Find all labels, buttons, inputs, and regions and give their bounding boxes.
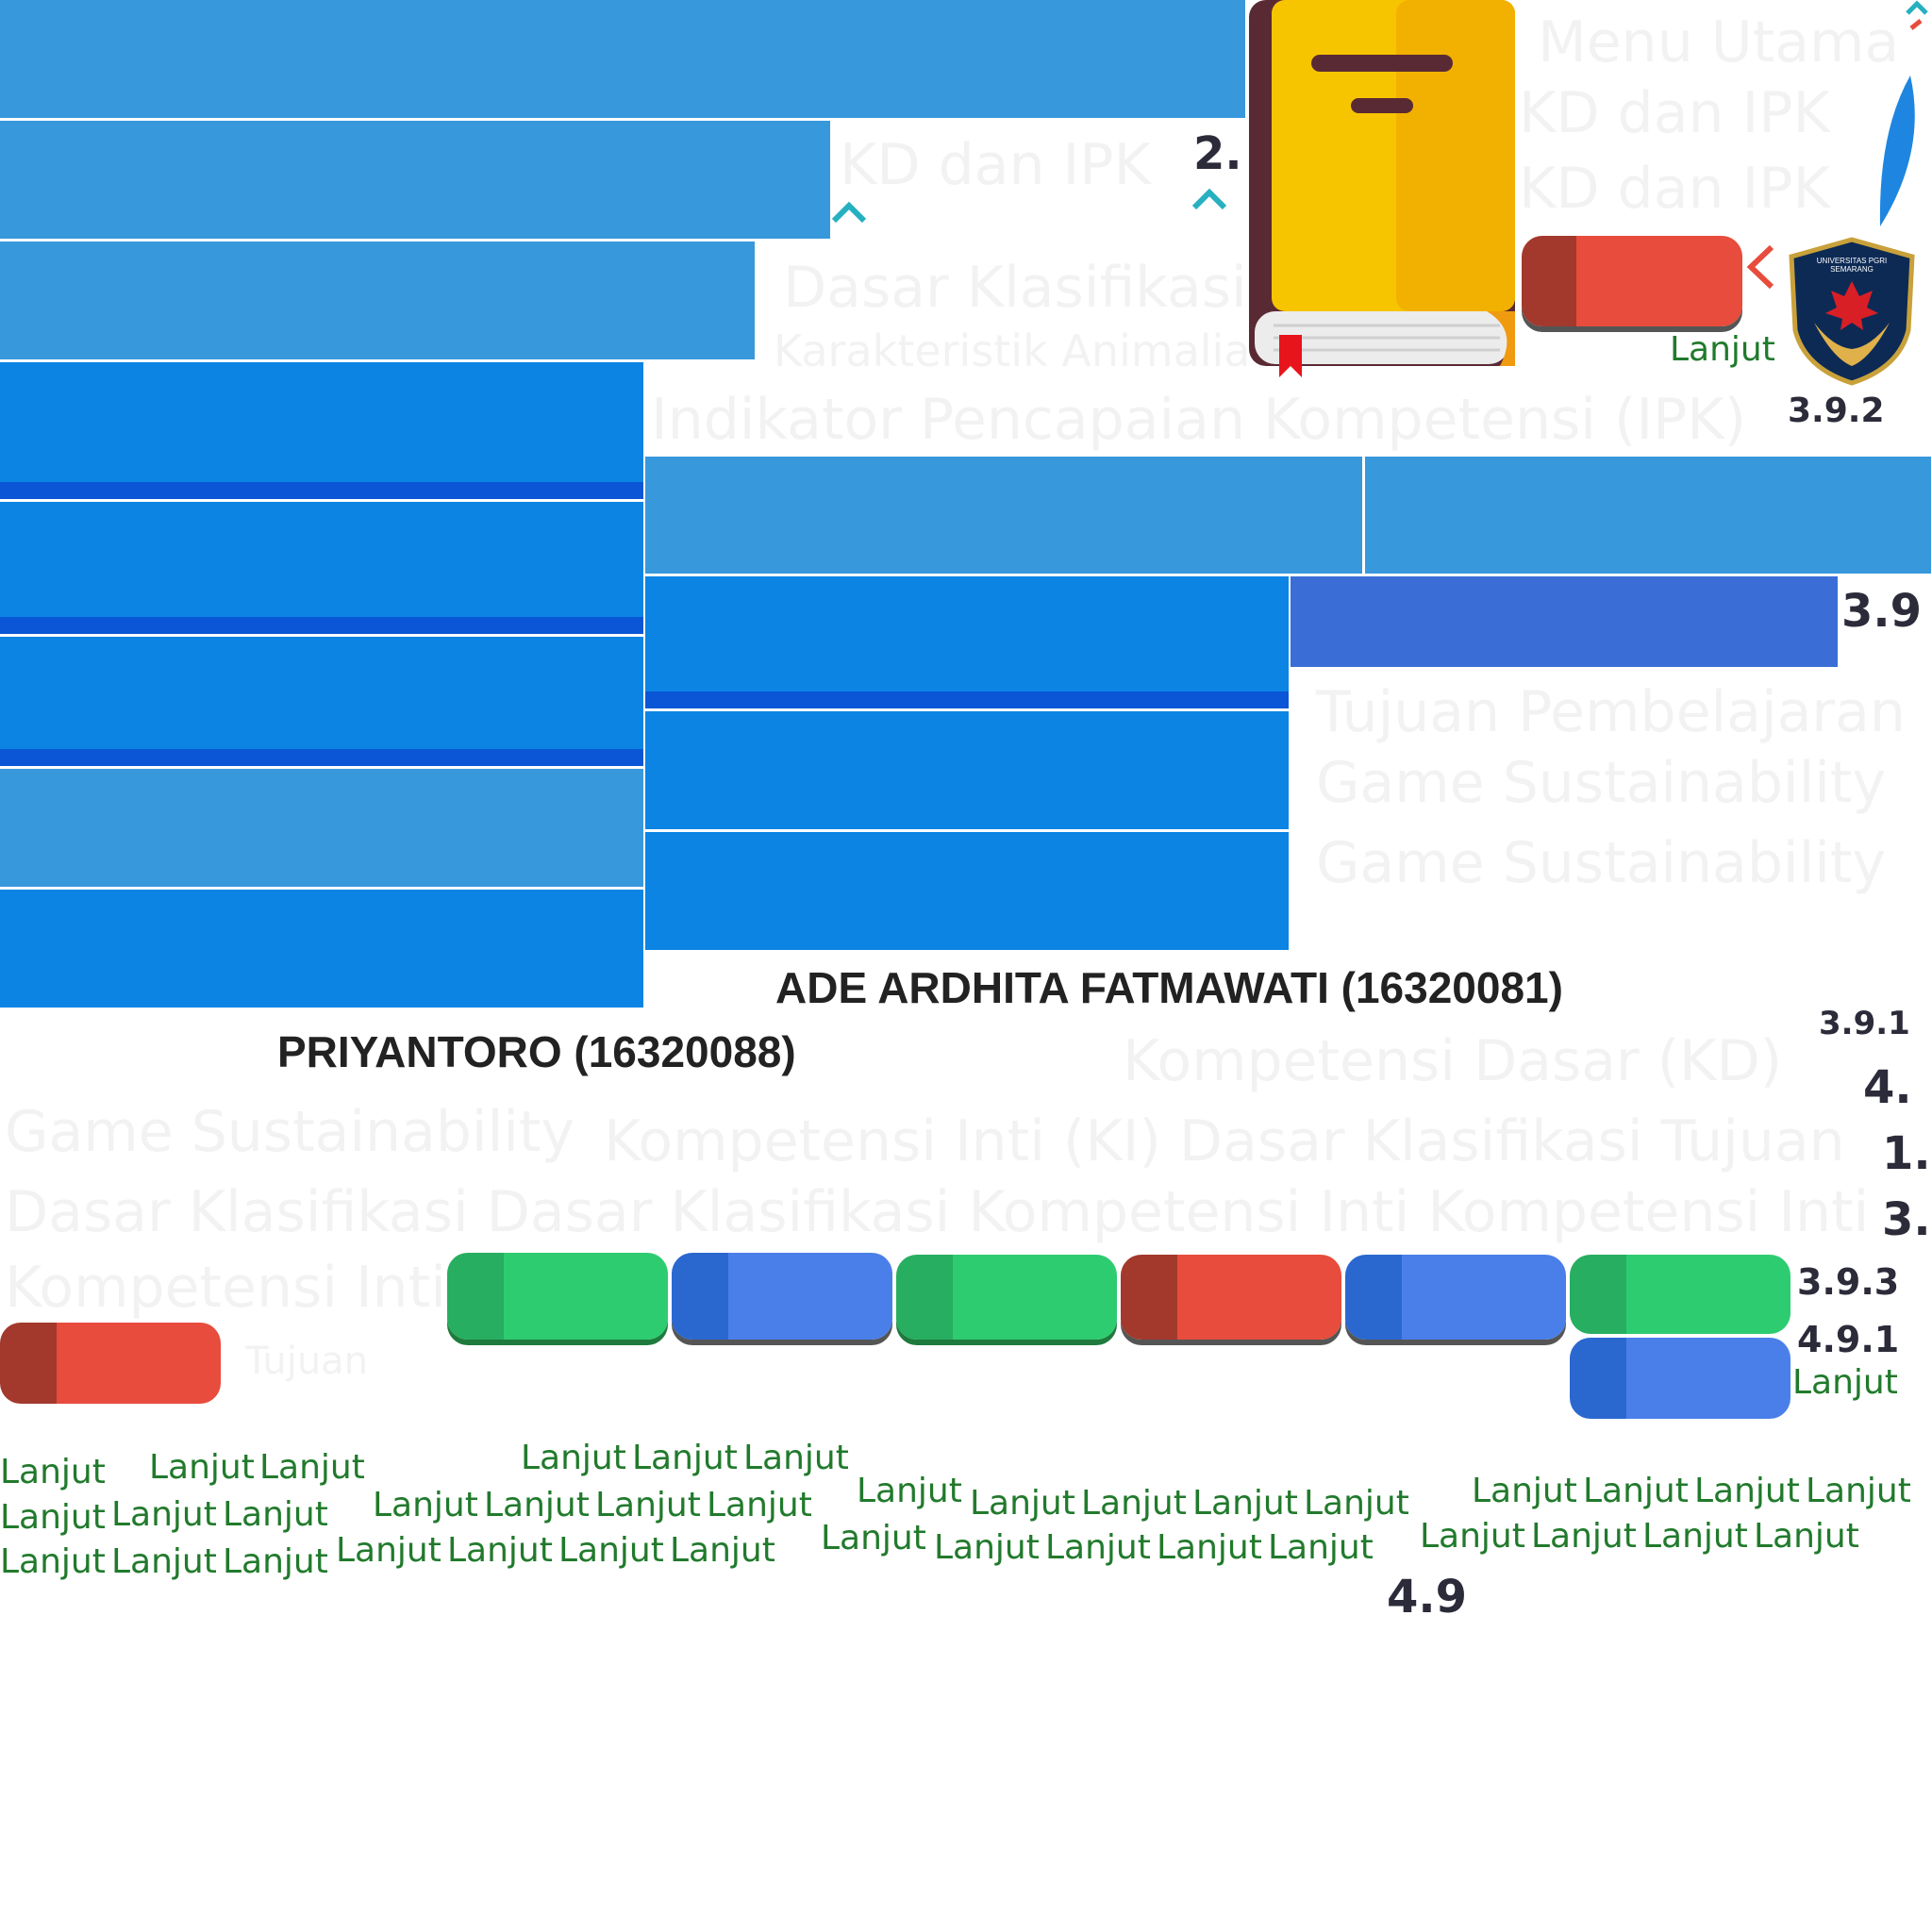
author-priyantoro: PRIYANTORO (16320088) xyxy=(277,1027,796,1076)
label-4: 4. xyxy=(1863,1061,1912,1114)
next-label[interactable]: Lanjut xyxy=(743,1439,849,1477)
next-label[interactable]: Lanjut xyxy=(707,1486,812,1524)
answer-button-5[interactable] xyxy=(1345,1255,1566,1340)
faint-title-kd-ipk-2: KD dan IPK xyxy=(840,132,1151,198)
panel-bar-a xyxy=(645,457,1362,574)
next-label[interactable]: Lanjut xyxy=(558,1531,664,1570)
next-label[interactable]: Lanjut xyxy=(1583,1472,1689,1510)
next-label[interactable]: Lanjut xyxy=(336,1531,441,1570)
label-3-9-3: 3.9.3 xyxy=(1797,1261,1900,1303)
next-label[interactable]: Lanjut xyxy=(447,1531,553,1570)
next-label[interactable]: Lanjut xyxy=(1045,1528,1151,1567)
faint-title-game-2: Game Sustainability xyxy=(1316,830,1886,896)
next-label[interactable]: Lanjut xyxy=(1642,1517,1748,1556)
answer-button-7[interactable] xyxy=(1570,1338,1790,1419)
faint-title-kd: Kompetensi Dasar (KD) xyxy=(1123,1028,1783,1094)
label-1: 1. xyxy=(1882,1127,1931,1180)
chevron-up-icon[interactable] xyxy=(1191,185,1228,213)
label-3-9: 3.9 xyxy=(1841,585,1923,638)
faint-title-dasar: Dasar Klasifikasi xyxy=(783,255,1247,321)
faint-title-tujuan-2: Tujuan xyxy=(245,1340,369,1383)
next-label[interactable]: Lanjut xyxy=(149,1448,255,1487)
next-label[interactable]: Lanjut xyxy=(1754,1517,1859,1556)
banner-bar-3 xyxy=(0,242,755,359)
content-tile-3[interactable] xyxy=(645,832,1289,950)
next-label[interactable]: Lanjut xyxy=(1304,1484,1409,1523)
faint-title-kd-ipk-3: KD dan IPK xyxy=(1519,156,1830,222)
next-label[interactable]: Lanjut xyxy=(1694,1472,1800,1510)
next-label[interactable]: Lanjut xyxy=(0,1498,106,1537)
menu-tile-5[interactable] xyxy=(0,890,643,1008)
content-tile-2[interactable] xyxy=(645,711,1289,829)
answer-button-3[interactable] xyxy=(896,1255,1117,1340)
book-icon xyxy=(1245,0,1519,377)
answer-button-6[interactable] xyxy=(1570,1255,1790,1334)
next-label[interactable]: Lanjut xyxy=(1472,1472,1577,1510)
answer-button-2[interactable] xyxy=(672,1253,892,1340)
label-3-9-1: 3.9.1 xyxy=(1819,1005,1910,1042)
next-label[interactable]: Lanjut xyxy=(1806,1472,1911,1510)
next-label[interactable]: Lanjut xyxy=(1531,1517,1637,1556)
university-logo-text: UNIVERSITAS PGRI SEMARANG xyxy=(1816,257,1888,274)
faint-title-ki: Kompetensi Inti (KI) Dasar Klasifikasi T… xyxy=(604,1108,1845,1174)
banner-bar-2 xyxy=(0,121,830,239)
next-label[interactable]: Lanjut xyxy=(1420,1517,1525,1556)
faint-title-tujuan: Tujuan Pembelajaran xyxy=(1316,679,1906,745)
next-label[interactable]: Lanjut xyxy=(111,1542,217,1581)
menu-tile-1[interactable] xyxy=(0,362,643,499)
faint-title-animalia: Karakteristik Animalia xyxy=(774,325,1251,376)
label-4-9-1: 4.9.1 xyxy=(1797,1319,1900,1360)
next-label[interactable]: Lanjut xyxy=(821,1519,926,1557)
banner-bar-1 xyxy=(0,0,1245,118)
faint-title-kd-ipk-1: KD dan IPK xyxy=(1519,80,1830,146)
feather-icon xyxy=(1873,75,1920,226)
next-label[interactable]: Lanjut xyxy=(373,1486,478,1524)
content-tile-side[interactable] xyxy=(1291,576,1838,667)
label-2: 2. xyxy=(1193,127,1242,180)
university-logo: UNIVERSITAS PGRI SEMARANG xyxy=(1786,236,1918,387)
label-3-9-2: 3.9.2 xyxy=(1788,391,1885,430)
next-label[interactable]: Lanjut xyxy=(632,1439,738,1477)
faint-title-ipk: Indikator Pencapaian Kompetensi (IPK) xyxy=(651,387,1747,453)
menu-tile-3[interactable] xyxy=(0,637,643,766)
next-label[interactable]: Lanjut xyxy=(223,1542,328,1581)
panel-bar-b xyxy=(1365,457,1931,574)
next-label-top[interactable]: Lanjut xyxy=(1670,330,1775,369)
faint-title-game-3: Game Sustainability xyxy=(5,1099,575,1165)
corner-arrow-icon[interactable] xyxy=(1902,0,1930,34)
next-label[interactable]: Lanjut xyxy=(595,1486,701,1524)
next-label[interactable]: Lanjut xyxy=(670,1531,775,1570)
next-label[interactable]: Lanjut xyxy=(857,1472,962,1510)
answer-button-4[interactable] xyxy=(1121,1255,1341,1340)
next-label[interactable]: Lanjut xyxy=(1268,1528,1374,1567)
next-label[interactable]: Lanjut xyxy=(0,1453,106,1491)
next-label[interactable]: Lanjut xyxy=(934,1528,1040,1567)
next-label[interactable]: Lanjut xyxy=(970,1484,1075,1523)
label-4-9: 4.9 xyxy=(1387,1571,1468,1624)
author-ade: ADE ARDHITA FATMAWATI (16320081) xyxy=(775,963,1563,1012)
next-label[interactable]: Lanjut xyxy=(259,1448,365,1487)
next-label[interactable]: Lanjut xyxy=(484,1486,590,1524)
next-label[interactable]: Lanjut xyxy=(1081,1484,1187,1523)
answer-button-left[interactable] xyxy=(0,1323,221,1404)
next-button-top[interactable] xyxy=(1522,236,1742,326)
next-label[interactable]: Lanjut xyxy=(1792,1363,1898,1402)
content-tile-1[interactable] xyxy=(645,576,1289,708)
menu-tile-2[interactable] xyxy=(0,502,643,634)
next-label[interactable]: Lanjut xyxy=(1157,1528,1262,1567)
next-label[interactable]: Lanjut xyxy=(521,1439,626,1477)
faint-title-row: Dasar Klasifikasi Dasar Klasifikasi Komp… xyxy=(5,1179,1870,1245)
next-label[interactable]: Lanjut xyxy=(111,1495,217,1534)
next-label[interactable]: Lanjut xyxy=(1192,1484,1298,1523)
faint-title-menu: Menu Utama xyxy=(1538,9,1900,75)
faint-title-game-1: Game Sustainability xyxy=(1316,750,1886,816)
label-3: 3. xyxy=(1882,1193,1931,1246)
answer-button-1[interactable] xyxy=(447,1253,668,1340)
menu-tile-4[interactable] xyxy=(0,769,643,887)
next-label[interactable]: Lanjut xyxy=(223,1495,328,1534)
chevron-left-icon[interactable] xyxy=(1743,243,1777,291)
faint-title-ki-2: Kompetensi Inti xyxy=(5,1255,446,1321)
next-label[interactable]: Lanjut xyxy=(0,1542,106,1581)
chevron-up-icon[interactable] xyxy=(830,198,868,226)
